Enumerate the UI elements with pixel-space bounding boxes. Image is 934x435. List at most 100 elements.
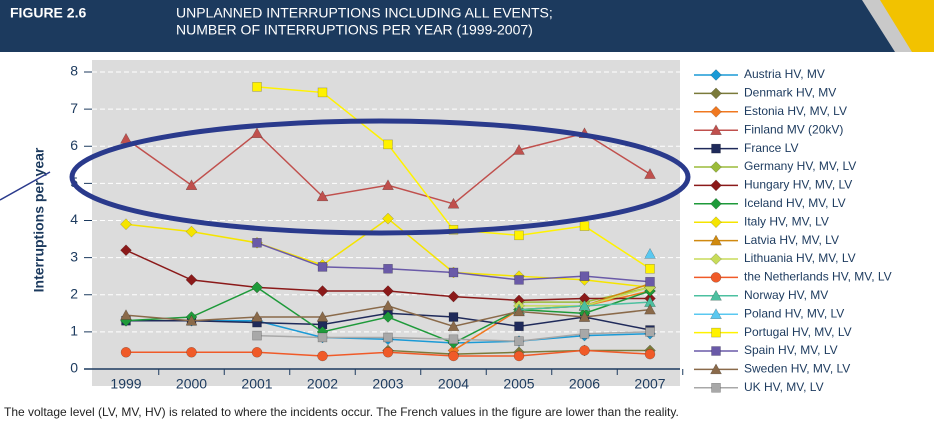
legend-marker (710, 253, 722, 265)
data-point (120, 244, 132, 257)
data-point (579, 221, 590, 231)
x-tick-label: 2001 (241, 376, 272, 392)
legend-marker (710, 363, 722, 375)
data-point (383, 264, 393, 274)
data-point (645, 327, 655, 337)
header-accent (880, 0, 934, 52)
data-point (252, 330, 262, 341)
data-point (382, 347, 394, 358)
x-tick-label: 1999 (110, 376, 141, 392)
data-point (448, 334, 459, 345)
legend-marker (710, 289, 722, 301)
data-point (645, 277, 655, 287)
data-point (316, 311, 329, 322)
data-point (185, 179, 198, 190)
data-point (317, 332, 328, 343)
legend-label: Estonia HV, MV, LV (744, 104, 847, 118)
data-point (317, 87, 328, 98)
footnote: The voltage level (LV, MV, HV) is relate… (4, 405, 679, 419)
y-tick-label: 4 (70, 211, 78, 227)
y-tick-label: 2 (70, 285, 78, 301)
data-point (644, 348, 656, 360)
legend-marker (710, 161, 722, 173)
data-point (513, 305, 525, 317)
legend-marker (711, 383, 721, 393)
data-point (251, 281, 263, 294)
legend-marker (710, 179, 722, 192)
data-point (316, 190, 329, 202)
title-line: UNPLANNED INTERRUPTIONS INCLUDING ALL EV… (176, 5, 553, 21)
data-point (252, 82, 262, 92)
data-point (251, 311, 263, 322)
data-point (120, 347, 132, 358)
legend-label: the Netherlands HV, MV, LV (744, 270, 892, 284)
legend-label: UK HV, MV, LV (744, 380, 824, 394)
legend-marker (711, 327, 721, 338)
data-point (382, 179, 394, 190)
data-point (514, 275, 524, 285)
legend-label: Germany HV, MV, LV (744, 159, 856, 173)
x-tick-label: 2003 (372, 376, 403, 392)
legend-marker (710, 308, 722, 319)
data-point (579, 271, 590, 281)
legend-marker (710, 124, 722, 135)
legend-marker (711, 346, 721, 356)
y-tick-label: 7 (70, 100, 78, 116)
data-point (644, 247, 656, 259)
data-point (383, 332, 393, 343)
y-tick-label: 8 (70, 63, 78, 79)
data-point (251, 347, 263, 358)
data-point (579, 345, 590, 356)
legend-label: Spain HV, MV, LV (744, 343, 838, 357)
data-point (317, 350, 328, 362)
data-point (514, 336, 524, 346)
data-point (383, 139, 393, 150)
y-tick-label: 1 (70, 323, 78, 339)
data-point (186, 347, 197, 358)
data-point (448, 312, 459, 322)
legend-marker (710, 272, 722, 283)
legend-label: Hungary HV, MV, LV (744, 178, 852, 192)
legend-label: Italy HV, MV, LV (744, 214, 829, 228)
data-point (185, 274, 198, 286)
x-tick-label: 2004 (438, 376, 469, 392)
x-tick-label: 2006 (569, 376, 600, 392)
legend-label: Norway HV, MV (744, 288, 828, 302)
data-point (448, 267, 459, 278)
legend-label: Sweden HV, MV, LV (744, 362, 850, 376)
x-tick-label: 2007 (634, 376, 665, 392)
data-point (120, 309, 132, 320)
legend-marker (711, 143, 721, 154)
legend-label: Poland HV, MV, LV (744, 306, 844, 320)
data-point (513, 143, 525, 155)
data-point (579, 328, 590, 339)
legend-label: Austria HV, MV (744, 67, 825, 81)
x-tick-label: 2000 (176, 376, 207, 392)
data-point (644, 303, 656, 315)
header-bar (0, 0, 934, 52)
legend-marker (710, 234, 722, 246)
x-tick-label: 2005 (503, 376, 534, 392)
legend-label: Iceland HV, MV, LV (744, 196, 846, 210)
x-tick-label: 2002 (307, 376, 338, 392)
highlight-ellipse (69, 118, 691, 236)
data-point (514, 230, 524, 241)
data-point (382, 311, 394, 323)
data-point (447, 290, 460, 303)
data-point (185, 225, 198, 238)
legend-label: Denmark HV, MV (744, 86, 836, 100)
data-point (316, 285, 329, 297)
data-point (448, 350, 459, 362)
data-point (382, 299, 394, 311)
data-point (185, 314, 198, 326)
y-tick-label: 6 (70, 137, 78, 153)
data-point (252, 238, 262, 248)
data-point (447, 320, 460, 332)
legend-label: Finland MV (20kV) (744, 122, 843, 136)
legend-marker (710, 69, 722, 81)
data-point (120, 218, 132, 231)
figure-label: FIGURE 2.6 (10, 5, 86, 21)
data-point (514, 321, 524, 332)
data-point (578, 299, 591, 311)
